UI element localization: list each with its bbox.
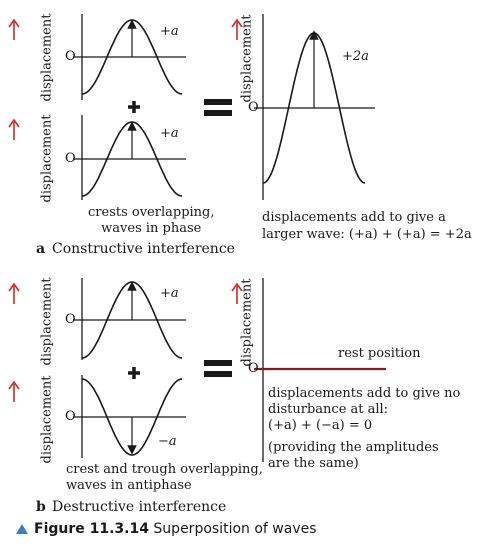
equals-sign-b bbox=[204, 360, 232, 377]
amplitude-label: −a bbox=[158, 434, 177, 449]
origin-label: O bbox=[65, 49, 76, 64]
axis-label-displacement: displacement bbox=[39, 13, 55, 102]
wave-a-bottom bbox=[73, 115, 186, 200]
wave-b-result bbox=[254, 278, 386, 462]
rest-position-label: rest position bbox=[338, 346, 421, 361]
note-b-left: crest and trough overlapping, waves in a… bbox=[66, 462, 263, 493]
origin-label: O bbox=[65, 312, 76, 327]
plus-sign-b bbox=[128, 367, 140, 379]
red-up-arrow-icon bbox=[8, 282, 20, 304]
red-up-arrow-icon bbox=[231, 282, 243, 304]
note-a-left: crests overlapping, waves in phase bbox=[88, 205, 215, 236]
red-up-arrow-icon bbox=[231, 18, 243, 40]
red-up-arrow-icon bbox=[8, 18, 20, 40]
amplitude-label: +2a bbox=[342, 49, 369, 64]
figure-caption: Figure 11.3.14 Superposition of waves bbox=[34, 521, 317, 537]
origin-label: O bbox=[65, 409, 76, 424]
equals-sign-a bbox=[204, 99, 232, 116]
panel-title-b: Destructive interference bbox=[52, 499, 227, 515]
caption-triangle-icon bbox=[16, 524, 28, 534]
axis-label-displacement: displacement bbox=[239, 278, 255, 367]
origin-label: O bbox=[248, 361, 259, 376]
wave-b-bottom bbox=[73, 375, 186, 458]
red-up-arrows bbox=[8, 18, 243, 402]
wave-a-top bbox=[73, 14, 186, 100]
figure-label: Figure 11.3.14 bbox=[34, 521, 149, 537]
axis-label-displacement: displacement bbox=[39, 375, 55, 464]
axis-label-displacement: displacement bbox=[39, 114, 55, 203]
red-up-arrow-icon bbox=[8, 380, 20, 402]
origin-label: O bbox=[65, 151, 76, 166]
red-up-arrow-icon bbox=[8, 118, 20, 140]
axis-label-displacement: displacement bbox=[39, 277, 55, 366]
wave-a-result bbox=[254, 14, 375, 200]
axis-label-displacement: displacement bbox=[239, 14, 255, 103]
amplitude-label: +a bbox=[160, 286, 179, 301]
panel-letter-a: a bbox=[36, 241, 46, 257]
amplitude-label: +a bbox=[160, 126, 179, 141]
note-a-right: displacements add to give a larger wave:… bbox=[262, 210, 472, 242]
wave-b-top bbox=[73, 278, 186, 360]
figure-caption-text: Superposition of waves bbox=[153, 521, 317, 537]
panel-letter-b: b bbox=[36, 499, 46, 515]
panel-title-a: Constructive interference bbox=[52, 241, 235, 257]
note-b-right: displacements add to give no disturbance… bbox=[268, 386, 461, 471]
amplitude-label: +a bbox=[160, 24, 179, 39]
origin-label: O bbox=[248, 100, 259, 115]
plus-sign-a bbox=[128, 101, 140, 113]
